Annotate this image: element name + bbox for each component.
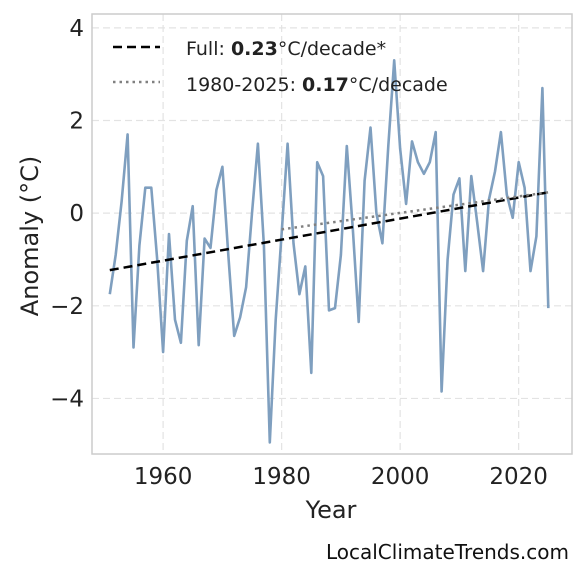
anomaly-series-line xyxy=(108,58,550,444)
legend: Full: 0.23°C/decade* 1980-2025: 0.17°C/d… xyxy=(113,38,448,96)
legend-label-full: Full: 0.23°C/decade* xyxy=(186,38,386,60)
recent-trend-line xyxy=(281,191,549,231)
x-tick-label: 2020 xyxy=(489,464,548,490)
y-tick-label: 0 xyxy=(69,201,84,227)
plot-frame xyxy=(91,13,573,455)
y-tick-label: 2 xyxy=(69,109,84,135)
y-tick-label: 4 xyxy=(69,16,84,42)
full-trend-line xyxy=(109,191,549,272)
x-axis-label: Year xyxy=(305,496,357,524)
x-tick-label: 1980 xyxy=(252,464,311,490)
legend-label-recent: 1980-2025: 0.17°C/decade xyxy=(186,74,448,96)
x-tick-label: 1960 xyxy=(134,464,193,490)
x-tick-labels: 1960 1980 2000 2020 xyxy=(134,464,548,490)
y-tick-label: −2 xyxy=(50,294,84,320)
y-tick-labels: −4 −2 0 2 4 xyxy=(50,16,84,413)
y-axis-label: Anomaly (°C) xyxy=(16,156,44,316)
x-tick-label: 2000 xyxy=(371,464,430,490)
plot-area xyxy=(108,58,550,444)
source-credit: LocalClimateTrends.com xyxy=(325,540,569,564)
y-tick-label: −4 xyxy=(50,386,84,412)
